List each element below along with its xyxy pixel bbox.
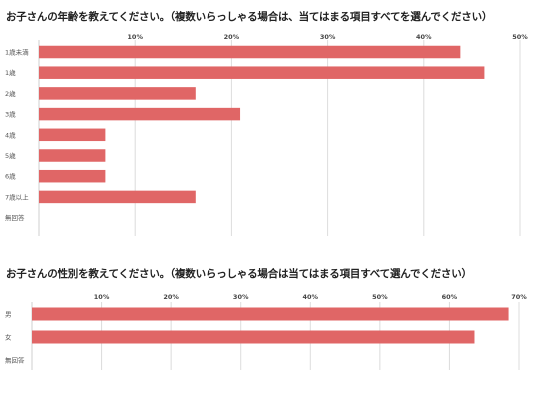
bar <box>39 87 196 100</box>
category-label: 5歳 <box>5 151 16 160</box>
x-tick-label: 50% <box>372 293 388 301</box>
x-tick-label: 30% <box>233 293 249 301</box>
x-tick-label: 40% <box>303 293 319 301</box>
category-label: 4歳 <box>5 130 16 139</box>
category-label: 7歳以上 <box>5 192 29 201</box>
category-label: 1歳未満 <box>5 48 29 57</box>
category-label: 1歳 <box>5 68 16 77</box>
category-label: 3歳 <box>5 110 16 119</box>
chart-2-title: お子さんの性別を教えてください。（複数いらっしゃる場合は当てはまる項目すべて選ん… <box>6 268 472 280</box>
bar <box>39 149 106 162</box>
x-tick-label: 20% <box>224 33 240 41</box>
bar <box>39 190 196 204</box>
x-tick-label: 50% <box>512 33 528 41</box>
category-label: 6歳 <box>5 172 16 181</box>
x-tick-label: 30% <box>320 33 336 41</box>
x-tick-label: 60% <box>442 293 458 301</box>
bar <box>39 107 241 121</box>
bar <box>39 128 106 142</box>
bar <box>32 330 475 344</box>
x-tick-label: 10% <box>94 293 110 301</box>
x-tick-label: 70% <box>511 293 527 301</box>
category-label: 2歳 <box>5 89 16 98</box>
category-label: 無回答 <box>5 356 25 365</box>
x-tick-label: 10% <box>127 33 143 41</box>
x-tick-label: 20% <box>163 293 179 301</box>
bar <box>32 307 509 321</box>
bar <box>39 45 461 59</box>
category-label: 男 <box>5 311 12 319</box>
chart-1-title: お子さんの年齢を教えてください。（複数いらっしゃる場合は、当てはまる項目すべてを… <box>6 11 493 23</box>
bar <box>39 169 106 183</box>
category-label: 女 <box>5 333 12 342</box>
category-label: 無回答 <box>5 213 25 222</box>
x-tick-label: 40% <box>416 33 432 41</box>
bar <box>39 66 485 79</box>
